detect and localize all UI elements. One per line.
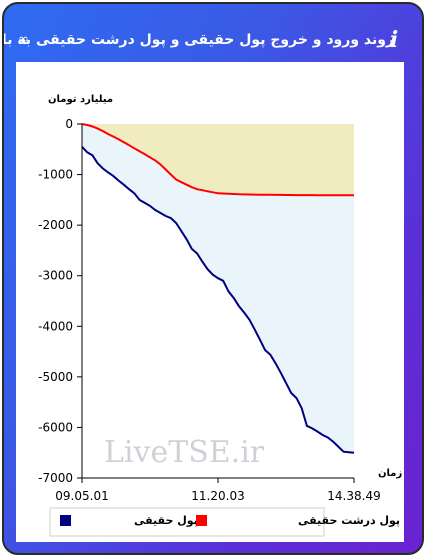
x-tick-label: 11.20.03 [191, 489, 244, 503]
series-fills [82, 124, 354, 453]
legend-box [49, 507, 325, 537]
chart-panel: 0 -1000 -2000 -3000 -4000 -5000 -6000 -7000 09.0… [16, 62, 404, 542]
watermark-text: LiveTSE.ir [104, 435, 265, 470]
y-tick-label: -1000 [38, 168, 73, 182]
legend: پول حقیقی پول درشت حقیقی [49, 507, 400, 537]
x-axis-label: زمان [378, 468, 402, 479]
link-icon[interactable]: ∞ [18, 32, 29, 47]
legend-swatch-real-money [60, 515, 71, 526]
series-line-big-real-money [81, 123, 354, 197]
chart-card: ∞ روند ورود و خروج پول حقیقی و پول درشت … [2, 2, 424, 555]
x-tick-label: 09.05.01 [55, 489, 108, 503]
area-fill-real-money [82, 124, 354, 453]
legend-label-big-real-money: پول درشت حقیقی [298, 514, 400, 527]
x-tick-label: 14.38.49 [327, 489, 380, 503]
y-tick-label: -7000 [38, 471, 73, 485]
y-tick-label: -2000 [38, 218, 73, 232]
chart-svg: 0 -1000 -2000 -3000 -4000 -5000 -6000 -7000 09.0… [38, 94, 402, 537]
area-fill-big-real-money [82, 124, 354, 196]
y-tick-label: -5000 [38, 370, 73, 384]
info-icon[interactable]: i [389, 27, 399, 53]
series-lines [81, 123, 355, 454]
series-line-real-money [81, 146, 355, 454]
legend-swatch-big-real-money [196, 515, 207, 526]
y-tick-label: -4000 [38, 319, 73, 333]
y-tick-label: 0 [65, 117, 73, 131]
y-tick-label: -6000 [38, 420, 73, 434]
y-tick-label: -3000 [38, 269, 73, 283]
y-axis-label: میلیارد تومان [48, 94, 113, 105]
tick-labels: 0 -1000 -2000 -3000 -4000 -5000 -6000 -7000 09.0… [38, 117, 381, 503]
legend-label-real-money: پول حقیقی [134, 514, 198, 527]
chart-title: روند ورود و خروج پول حقیقی و پول درشت حق… [2, 32, 394, 48]
axes [77, 123, 355, 483]
